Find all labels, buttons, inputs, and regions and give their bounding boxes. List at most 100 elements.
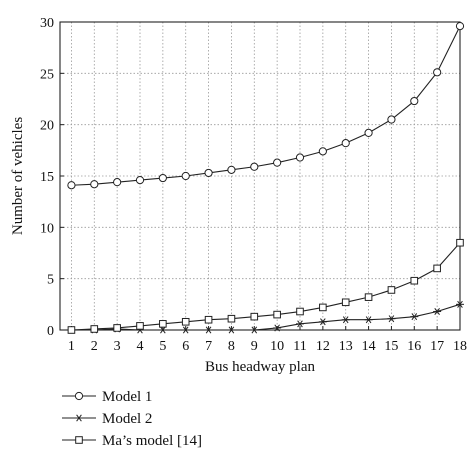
x-tick-label: 5 xyxy=(159,339,166,354)
legend-marker xyxy=(74,391,84,401)
data-point xyxy=(90,325,99,333)
asterisk-stroke xyxy=(76,414,82,422)
series-3 xyxy=(67,238,464,334)
x-tick-label: 15 xyxy=(384,339,398,354)
data-point xyxy=(227,314,236,323)
data-point xyxy=(455,22,465,31)
data-point xyxy=(318,147,327,156)
y-tick-label: 20 xyxy=(40,119,54,134)
data-point xyxy=(456,300,464,308)
data-point xyxy=(135,176,145,185)
data-point xyxy=(250,162,259,171)
x-tick-label: 1 xyxy=(68,339,75,354)
data-point xyxy=(250,312,259,321)
data-point xyxy=(387,315,396,323)
x-tick-label: 3 xyxy=(114,339,121,354)
data-point xyxy=(410,96,419,106)
data-point xyxy=(341,139,350,148)
series-line xyxy=(71,303,461,331)
series-1 xyxy=(67,22,465,190)
asterisk-stroke xyxy=(251,326,258,334)
data-point xyxy=(273,310,281,319)
data-point xyxy=(67,326,76,334)
data-point xyxy=(113,324,121,332)
x-tick-label: 17 xyxy=(430,339,444,354)
x-tick-label: 14 xyxy=(362,339,376,354)
data-point xyxy=(319,303,327,312)
data-point xyxy=(90,180,99,189)
asterisk-stroke xyxy=(160,326,166,334)
data-point xyxy=(67,181,76,190)
data-point xyxy=(273,158,282,167)
asterisk-stroke xyxy=(205,326,212,334)
data-point xyxy=(181,171,190,181)
data-point xyxy=(341,316,350,324)
asterisk-stroke xyxy=(182,326,189,334)
data-point xyxy=(181,317,190,326)
data-point xyxy=(410,313,419,321)
data-point xyxy=(204,315,213,324)
legend-item: Model 1 xyxy=(62,389,152,405)
data-point xyxy=(296,307,304,316)
asterisk-stroke xyxy=(365,316,372,324)
data-point xyxy=(456,238,464,247)
asterisk-stroke xyxy=(342,316,349,324)
asterisk-stroke xyxy=(457,300,463,308)
data-point xyxy=(158,326,167,334)
data-point xyxy=(227,326,236,334)
legend-item: Model 2 xyxy=(62,411,152,427)
data-point xyxy=(273,324,282,332)
series-2 xyxy=(67,300,464,334)
data-point xyxy=(181,326,190,334)
x-tick-label: 6 xyxy=(182,339,189,354)
series-layer xyxy=(67,22,465,334)
data-point xyxy=(433,264,441,273)
data-point xyxy=(318,318,327,326)
data-point xyxy=(204,326,213,334)
x-tick-label: 11 xyxy=(293,339,306,354)
data-point xyxy=(387,115,396,124)
x-tick-label: 4 xyxy=(137,339,144,354)
data-point xyxy=(364,293,373,301)
legend-item: Ma’s model [14] xyxy=(62,433,202,449)
asterisk-stroke xyxy=(411,313,418,321)
data-point xyxy=(364,128,373,137)
y-tick-label: 5 xyxy=(47,273,54,288)
x-tick-label: 8 xyxy=(228,339,235,354)
data-point xyxy=(387,286,396,294)
legend: Model 1 Model 2 Ma’s model [14] xyxy=(62,389,202,449)
y-tick-label: 15 xyxy=(40,170,54,185)
x-axis-title: Bus headway plan xyxy=(205,359,315,375)
asterisk-stroke xyxy=(320,318,326,326)
asterisk-stroke xyxy=(274,324,280,332)
legend-label: Model 2 xyxy=(102,411,152,427)
x-tick-label: 9 xyxy=(251,339,258,354)
data-point xyxy=(295,153,305,162)
x-tick-label: 10 xyxy=(270,339,284,354)
y-tick-label: 25 xyxy=(40,67,54,82)
y-tick-label: 0 xyxy=(47,324,54,339)
data-point xyxy=(341,298,350,307)
data-point xyxy=(227,165,236,174)
data-point xyxy=(158,173,167,183)
legend-label: Model 1 xyxy=(102,389,152,405)
grid-layer xyxy=(60,22,460,330)
data-point xyxy=(136,322,144,330)
legend-marker xyxy=(75,414,83,422)
series-line xyxy=(71,25,461,186)
data-point xyxy=(250,326,259,334)
x-tick-label: 16 xyxy=(407,339,421,354)
legend-label: Ma’s model [14] xyxy=(102,433,202,449)
y-tick-label: 30 xyxy=(40,16,54,31)
x-tick-label: 2 xyxy=(91,339,98,354)
asterisk-stroke xyxy=(297,320,303,328)
asterisk-stroke xyxy=(434,308,440,316)
legend-marker xyxy=(75,436,83,444)
data-point xyxy=(204,168,213,178)
data-point xyxy=(433,308,442,316)
data-point xyxy=(296,320,304,328)
series-line xyxy=(71,242,461,331)
data-point xyxy=(410,276,419,285)
data-point xyxy=(113,178,122,187)
